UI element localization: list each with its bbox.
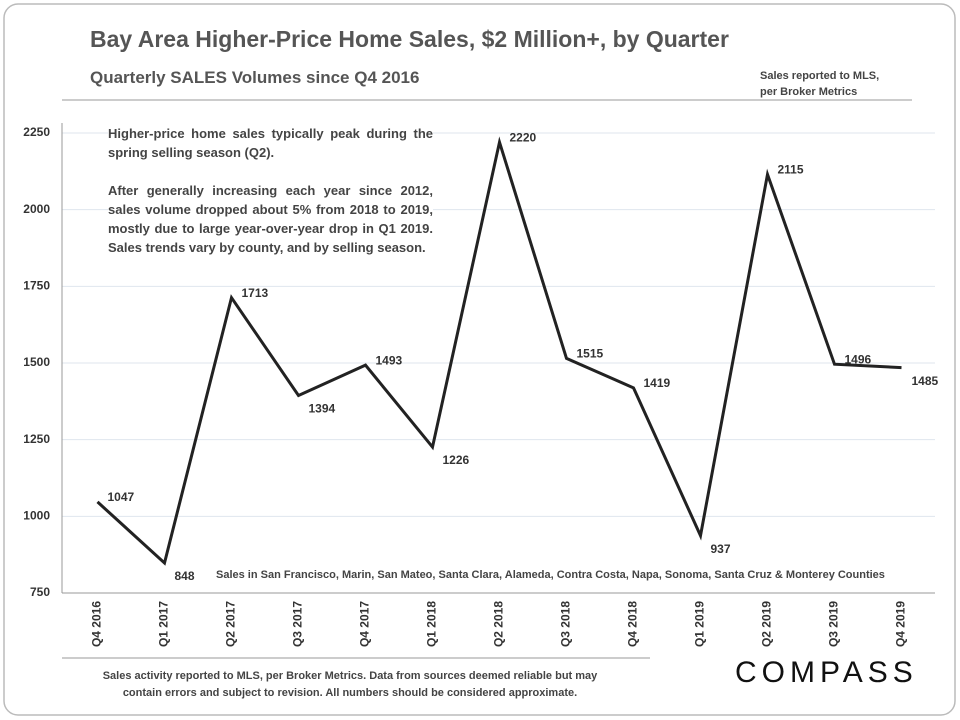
x-tick-label: Q1 2018 xyxy=(425,601,439,647)
footer: Sales activity reported to MLS, per Brok… xyxy=(70,668,630,702)
source-line: per Broker Metrics xyxy=(760,86,858,98)
data-label: 1493 xyxy=(376,353,403,367)
x-tick-label: Q2 2018 xyxy=(492,601,506,647)
source-line: Sales reported to MLS, xyxy=(760,70,880,82)
x-tick-label: Q2 2019 xyxy=(760,601,774,647)
logo: COMPASS xyxy=(735,656,918,689)
footer-line: Sales activity reported to MLS, per Brok… xyxy=(102,670,598,682)
chart-subtitle: Quarterly SALES Volumes since Q4 2016 xyxy=(90,68,420,87)
y-tick-label: 1500 xyxy=(23,355,50,369)
data-label: 1394 xyxy=(309,402,336,416)
slide-border xyxy=(3,3,956,716)
x-tick-label: Q1 2019 xyxy=(693,601,707,647)
data-label: 2115 xyxy=(778,163,804,177)
data-label: 1485 xyxy=(912,374,939,388)
y-tick-label: 1750 xyxy=(23,279,50,293)
x-tick-label: Q4 2017 xyxy=(358,601,372,647)
x-tick-label: Q3 2019 xyxy=(827,601,841,647)
x-tick-label: Q4 2019 xyxy=(894,601,908,647)
y-tick-label: 750 xyxy=(30,585,50,599)
y-tick-label: 2000 xyxy=(23,202,50,216)
y-tick-label: 1000 xyxy=(23,509,50,523)
series-line xyxy=(96,136,902,566)
counties-note: Sales in San Francisco, Marin, San Mateo… xyxy=(216,569,885,581)
y-tick-label: 2250 xyxy=(23,125,50,139)
x-tick-label: Q3 2018 xyxy=(559,601,573,647)
chart-title: Bay Area Higher-Price Home Sales, $2 Mil… xyxy=(90,26,729,52)
x-tick-label: Q3 2017 xyxy=(291,601,305,647)
footer-line: contain errors and subject to revision. … xyxy=(122,687,578,699)
source-note: Sales reported to MLS, per Broker Metric… xyxy=(760,68,879,100)
data-label: 1713 xyxy=(242,286,269,300)
x-tick-label: Q1 2017 xyxy=(157,601,171,647)
annotation-text: Higher-price home sales typically peak d… xyxy=(108,126,433,160)
annotation: Higher-price home sales typically peak d… xyxy=(108,124,433,257)
x-tick-label: Q4 2018 xyxy=(626,601,640,647)
x-tick-label: Q4 2016 xyxy=(90,601,104,647)
data-label: 1226 xyxy=(443,453,470,467)
annotation-text: After generally increasing each year sin… xyxy=(108,183,433,255)
data-label: 848 xyxy=(175,569,195,583)
data-label: 1515 xyxy=(577,347,604,361)
data-label: 937 xyxy=(711,542,731,556)
y-tick-label: 1250 xyxy=(23,432,50,446)
data-label: 1419 xyxy=(644,376,671,390)
data-label: 1496 xyxy=(845,352,872,366)
data-label: 2220 xyxy=(510,130,537,144)
x-tick-label: Q2 2017 xyxy=(224,601,238,647)
data-label: 1047 xyxy=(108,490,135,504)
